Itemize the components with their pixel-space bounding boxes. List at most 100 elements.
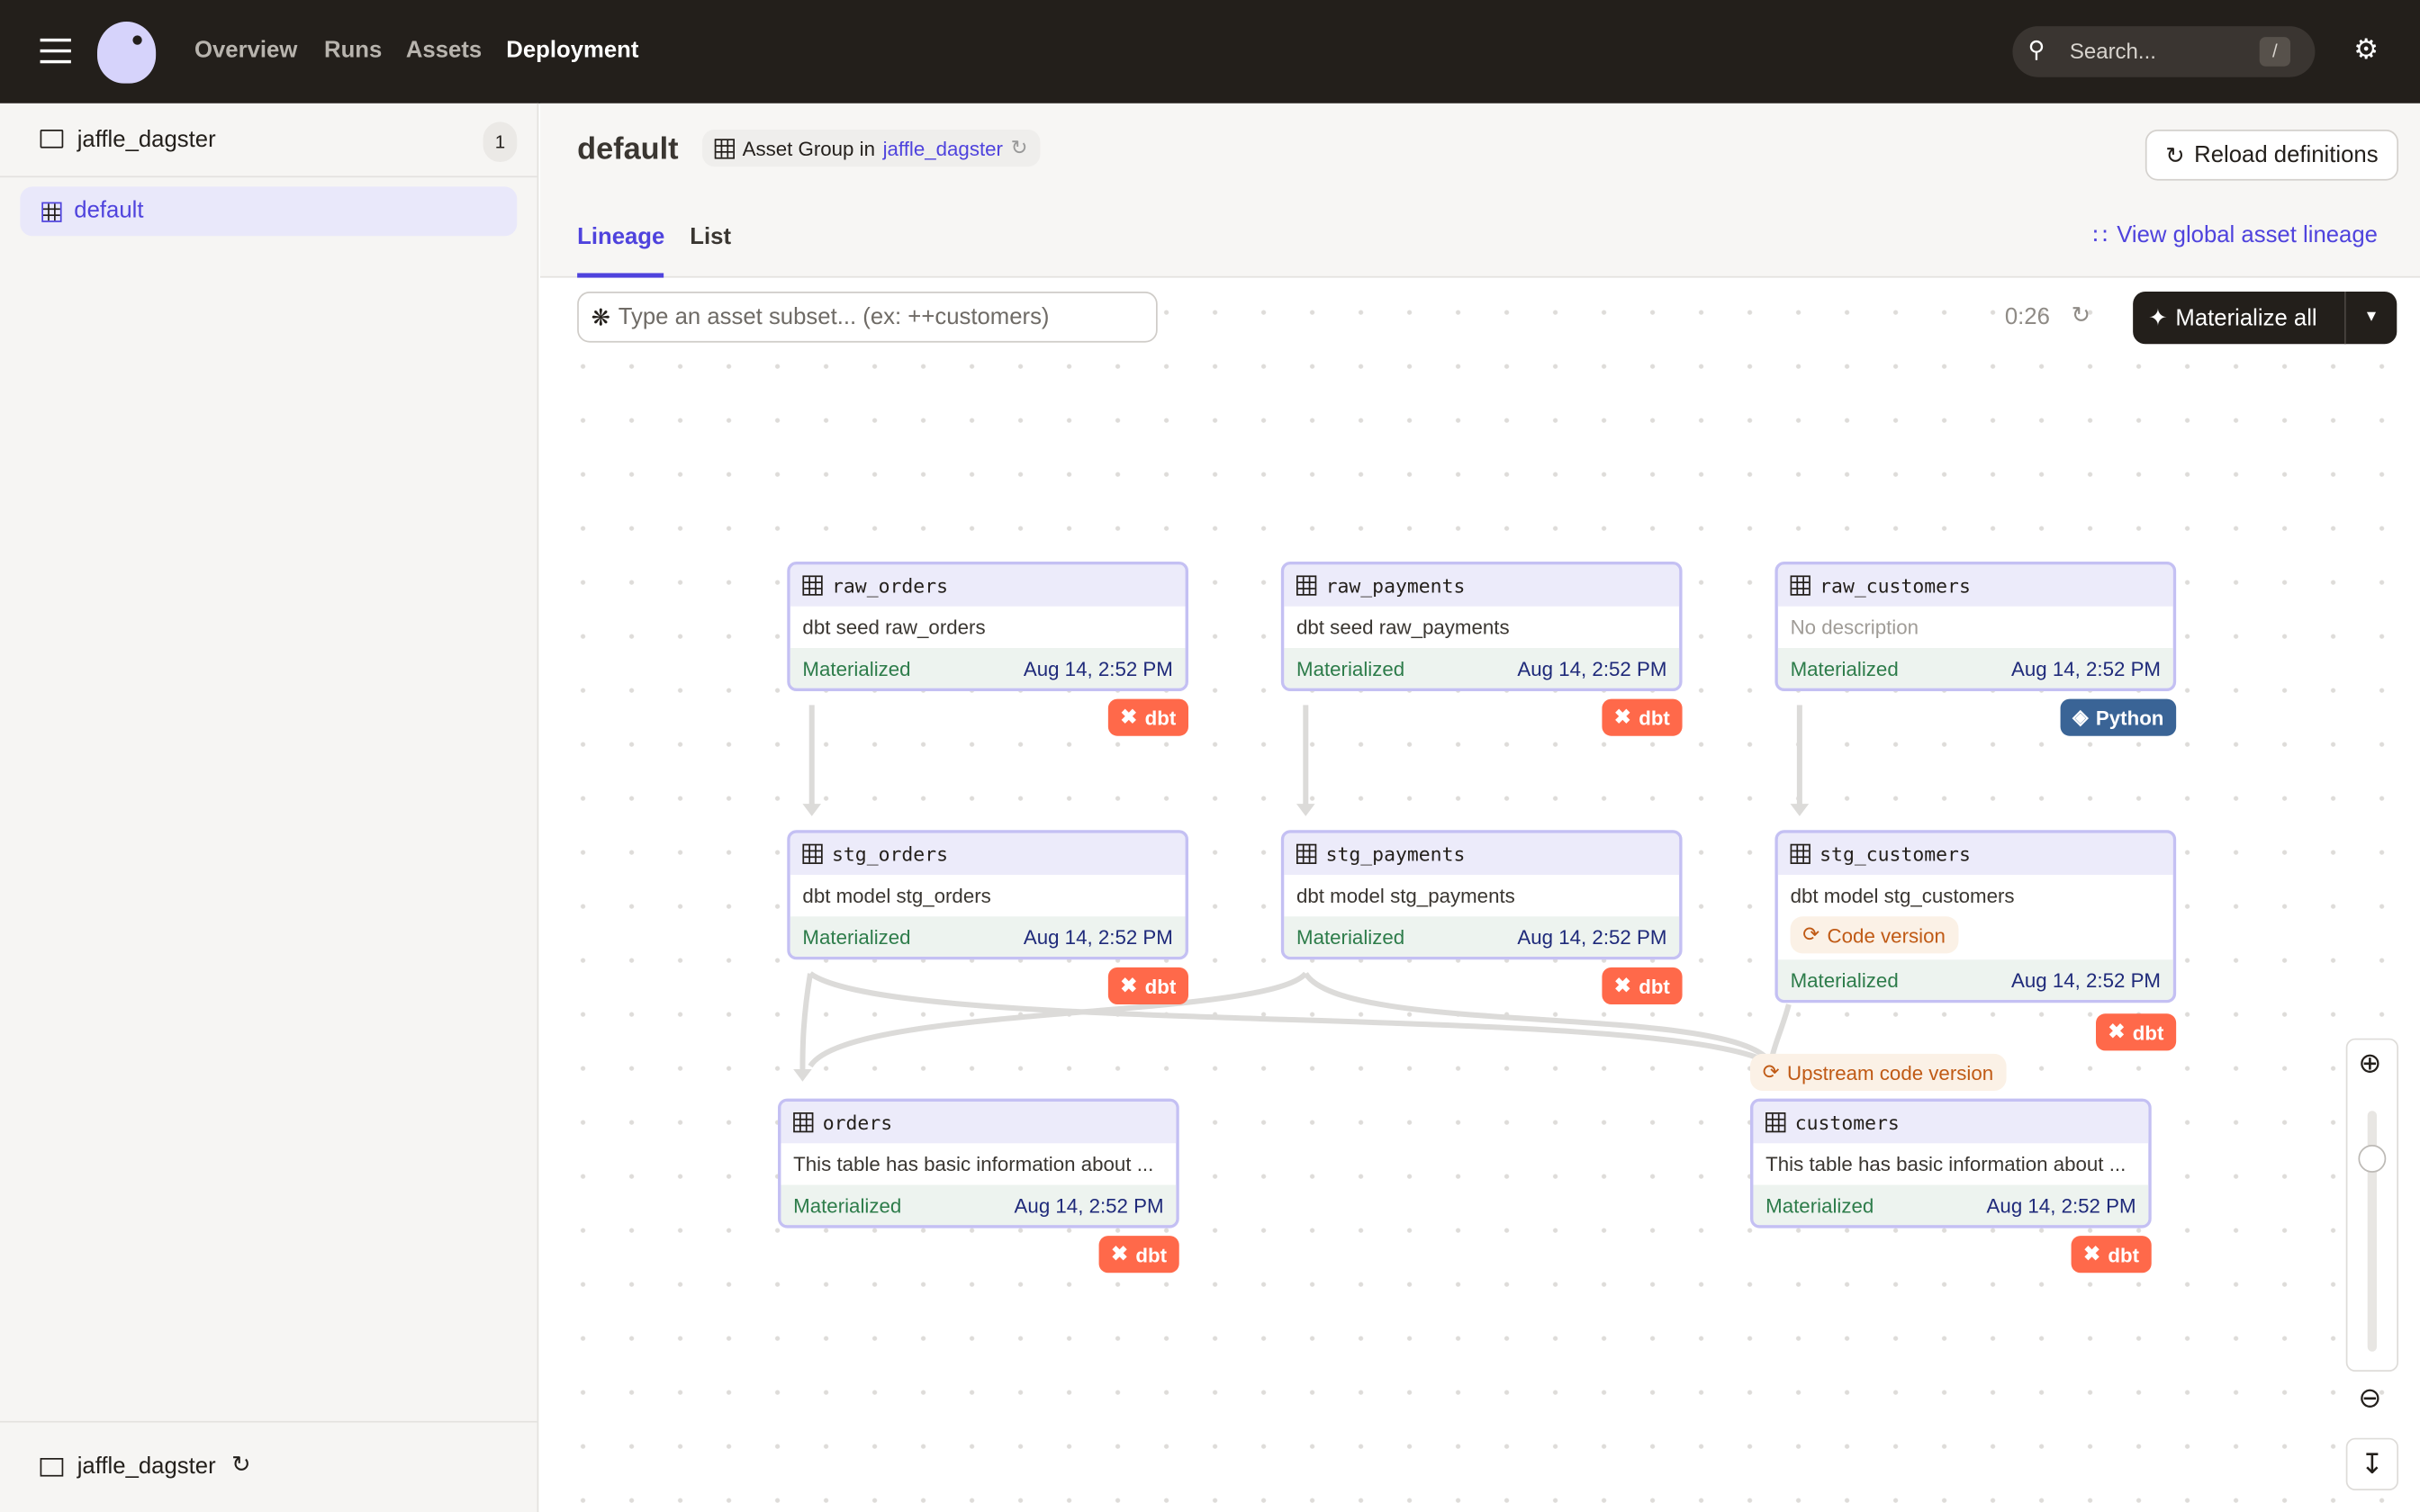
sidebar-item-default[interactable]: default: [20, 186, 518, 237]
asset-name[interactable]: raw_customers: [1820, 573, 1971, 598]
location-header[interactable]: jaffle_dagster 1: [0, 104, 537, 178]
asset-filter-input[interactable]: ❋ Type an asset subset... (ex: ++custome…: [577, 292, 1158, 343]
sidebar-item-label: default: [74, 197, 144, 224]
upstream-code-version-chip: ⟳ Upstream code version: [1750, 1053, 2006, 1092]
sparkle-icon: ✦: [2148, 305, 2168, 332]
asset-node-raw_payments[interactable]: raw_payments dbt seed raw_payments Mater…: [1280, 562, 1683, 692]
edge-stg_payments-customers: [1303, 971, 1769, 1061]
table-icon: [1790, 575, 1810, 596]
zoom-slider[interactable]: [2367, 1111, 2378, 1352]
table-icon: [802, 843, 823, 865]
nav-overview[interactable]: Overview: [194, 37, 298, 64]
asset-materialized-time[interactable]: Aug 14, 2:52 PM: [1014, 1193, 1164, 1217]
asset-status: Materialized: [793, 1193, 902, 1217]
asset-materialized-time[interactable]: Aug 14, 2:52 PM: [1517, 656, 1667, 680]
refresh-icon[interactable]: ↻: [2071, 302, 2091, 329]
asset-status-row: Materialized Aug 14, 2:52 PM: [1753, 1184, 2149, 1226]
menu-icon[interactable]: [40, 38, 71, 64]
asset-description: This table has basic information about .…: [1765, 1152, 2127, 1176]
asset-status: Materialized: [1296, 656, 1405, 680]
tab-lineage[interactable]: Lineage: [577, 223, 665, 250]
search-placeholder: Search...: [2069, 38, 2156, 64]
table-icon: [802, 575, 823, 596]
nav-deployment[interactable]: Deployment: [506, 37, 639, 64]
code-version-chip: ⟳ Code version: [1790, 916, 1958, 954]
dbt-kind-badge: ✖ dbt: [1098, 1236, 1179, 1274]
tab-list[interactable]: List: [690, 223, 732, 250]
asset-node-stg_payments[interactable]: stg_payments dbt model stg_payments Mate…: [1280, 830, 1683, 960]
asset-name[interactable]: orders: [822, 1111, 893, 1135]
asset-name[interactable]: customers: [1794, 1111, 1900, 1135]
asset-node-header: raw_orders: [790, 564, 1186, 607]
asset-materialized-time[interactable]: Aug 14, 2:52 PM: [2010, 656, 2162, 680]
nav-runs[interactable]: Runs: [324, 37, 383, 64]
asset-status-row: Materialized Aug 14, 2:52 PM: [790, 648, 1186, 688]
dagster-logo[interactable]: [97, 22, 157, 84]
footer-location-name: jaffle_dagster: [77, 1453, 216, 1480]
zoom-out-icon[interactable]: ⊖: [2358, 1382, 2382, 1414]
asset-name[interactable]: raw_orders: [832, 573, 949, 598]
nav-assets[interactable]: Assets: [405, 37, 483, 64]
asset-description: dbt model stg_orders: [802, 884, 991, 908]
asset-name[interactable]: raw_payments: [1325, 573, 1466, 598]
asset-name[interactable]: stg_customers: [1820, 842, 1971, 866]
asset-node-orders[interactable]: orders This table has basic information …: [778, 1098, 1179, 1228]
asset-description: dbt seed raw_orders: [802, 616, 986, 639]
reload-icon[interactable]: ↻: [1010, 135, 1028, 159]
asset-node-raw_customers[interactable]: raw_customers No description Materialize…: [1774, 562, 2177, 692]
table-icon: [1790, 843, 1810, 865]
search-icon: ⚲: [2027, 37, 2045, 64]
asset-node-header: raw_customers: [1777, 564, 2173, 607]
page-title: default: [577, 132, 679, 167]
asset-status-row: Materialized Aug 14, 2:52 PM: [790, 916, 1186, 957]
reload-icon[interactable]: ↻: [231, 1452, 251, 1479]
materialize-all-button[interactable]: ✦ Materialize all ▼: [2133, 292, 2397, 345]
asset-node-header: stg_orders: [790, 832, 1186, 876]
zoom-in-icon[interactable]: ⊕: [2358, 1048, 2382, 1079]
search-shortcut: /: [2259, 37, 2291, 67]
asset-group-icon: [41, 202, 62, 222]
asset-status-row: Materialized Aug 14, 2:52 PM: [1284, 916, 1680, 957]
edge-stg_orders-orders: [799, 973, 813, 1075]
asset-node-customers[interactable]: customers This table has basic informati…: [1750, 1098, 2152, 1228]
filter-placeholder: Type an asset subset... (ex: ++customers…: [618, 303, 1050, 330]
asset-group-chip: Asset Group in jaffle_dagster ↻: [702, 130, 1040, 167]
asset-node-raw_orders[interactable]: raw_orders dbt seed raw_orders Materiali…: [787, 562, 1189, 692]
asset-materialized-time[interactable]: Aug 14, 2:52 PM: [1023, 656, 1173, 680]
asset-description: dbt model stg_payments: [1296, 884, 1515, 908]
materialize-dropdown-button[interactable]: ▼: [2344, 292, 2397, 345]
asset-status: Materialized: [802, 924, 911, 949]
sidebar-footer[interactable]: jaffle_dagster ↻: [0, 1420, 537, 1512]
asset-status: Materialized: [1765, 1193, 1874, 1217]
asset-name[interactable]: stg_orders: [832, 842, 949, 866]
reload-definitions-button[interactable]: ↻ Reload definitions: [2145, 130, 2399, 181]
asset-materialized-time[interactable]: Aug 14, 2:52 PM: [1517, 924, 1667, 949]
dbt-logo-icon: ✖: [1613, 705, 1631, 729]
asset-name[interactable]: stg_payments: [1325, 842, 1466, 866]
asset-group-icon: [714, 138, 736, 158]
table-icon: [1296, 843, 1317, 865]
asset-materialized-time[interactable]: Aug 14, 2:52 PM: [1023, 924, 1173, 949]
dbt-kind-badge: ✖ dbt: [2095, 1013, 2177, 1051]
asset-status-row: Materialized Aug 14, 2:52 PM: [1777, 648, 2173, 688]
table-icon: [1765, 1112, 1786, 1133]
page-header: default Asset Group in jaffle_dagster ↻ …: [540, 103, 2420, 278]
code-version-label: Code version: [1827, 923, 1946, 947]
settings-gear-icon[interactable]: ⚙: [2353, 33, 2379, 66]
asset-node-stg_customers[interactable]: stg_customers dbt model stg_customers ⟳ C…: [1774, 830, 2177, 1004]
search-input[interactable]: ⚲ Search... /: [2012, 26, 2316, 77]
download-button[interactable]: ↧: [2345, 1437, 2399, 1491]
lineage-graph[interactable]: ❋ Type an asset subset... (ex: ++custome…: [540, 279, 2420, 1512]
asset-materialized-time[interactable]: Aug 14, 2:52 PM: [1986, 1193, 2136, 1217]
location-name: jaffle_dagster: [77, 126, 216, 153]
asset-node-header: stg_customers: [1777, 832, 2173, 876]
code-version-row: ⟳ Code version: [1778, 916, 2173, 959]
view-global-lineage-link[interactable]: ∷ View global asset lineage: [2093, 222, 2378, 250]
zoom-slider-handle[interactable]: [2358, 1145, 2387, 1173]
code-version-icon: ⟳: [1762, 1059, 1780, 1084]
kind-label: dbt: [1639, 974, 1670, 998]
asset-materialized-time[interactable]: Aug 14, 2:52 PM: [2010, 968, 2162, 992]
asset-description: dbt model stg_customers: [1790, 884, 2015, 908]
location-link[interactable]: jaffle_dagster: [882, 136, 1003, 160]
asset-node-stg_orders[interactable]: stg_orders dbt model stg_orders Material…: [787, 830, 1189, 960]
